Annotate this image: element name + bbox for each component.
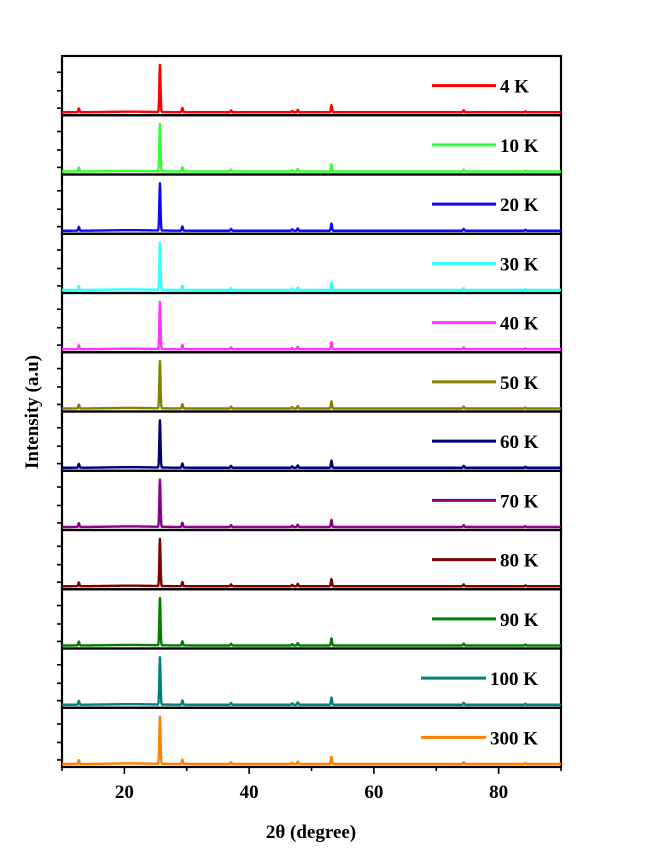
chart-panels: 4 K 10 K 20 K 30 K 40 K 50 K 60 K 70 K 80 K 90 K 1…: [57, 54, 563, 769]
panel-frame: [60, 647, 563, 709]
panel: 20 K: [57, 173, 563, 235]
panel: 300 K: [57, 706, 563, 769]
series-line: [61, 419, 562, 469]
x-axis-label: 2θ (degree): [266, 822, 356, 843]
x-tick-label: 80: [489, 782, 508, 803]
legend-label: 30 K: [500, 254, 539, 275]
series-line: [61, 241, 562, 292]
series-line: [61, 596, 562, 647]
legend-label: 300 K: [490, 728, 538, 749]
series-line: [61, 478, 562, 529]
panel: 60 K: [57, 410, 563, 472]
legend-label: 80 K: [500, 551, 539, 572]
panel-frame: [60, 706, 563, 769]
x-tick-label: 20: [115, 782, 134, 803]
panel: 70 K: [57, 469, 563, 532]
panel: 30 K: [57, 232, 563, 295]
legend-label: 50 K: [500, 373, 539, 394]
legend-label: 20 K: [500, 195, 539, 216]
x-tick-label: 60: [364, 782, 383, 803]
y-axis-label: Intensity (a.u): [22, 355, 43, 469]
panel: 50 K: [57, 351, 563, 413]
panel: 40 K: [57, 291, 563, 354]
legend-label: 70 K: [500, 491, 539, 512]
series-line: [61, 715, 562, 766]
panel: 100 K: [57, 647, 563, 709]
legend-label: 60 K: [500, 432, 539, 453]
legend-label: 100 K: [490, 669, 538, 690]
series-line: [61, 656, 562, 706]
legend-label: 90 K: [500, 610, 539, 631]
panel: 4 K: [57, 54, 563, 117]
panel: 80 K: [57, 528, 563, 591]
x-tick-label: 40: [240, 782, 259, 803]
x-axis: 20 40 60 80: [61, 767, 562, 803]
series-line: [61, 63, 562, 114]
series-line: [61, 122, 562, 173]
series-line: [61, 300, 562, 351]
series-line: [61, 537, 562, 588]
legend-label: 40 K: [500, 314, 539, 335]
series-line: [61, 359, 562, 410]
series-line: [61, 182, 562, 232]
legend-label: 10 K: [500, 136, 539, 157]
panel: 90 K: [57, 588, 563, 650]
panel: 10 K: [57, 114, 563, 176]
legend-label: 4 K: [500, 77, 529, 98]
